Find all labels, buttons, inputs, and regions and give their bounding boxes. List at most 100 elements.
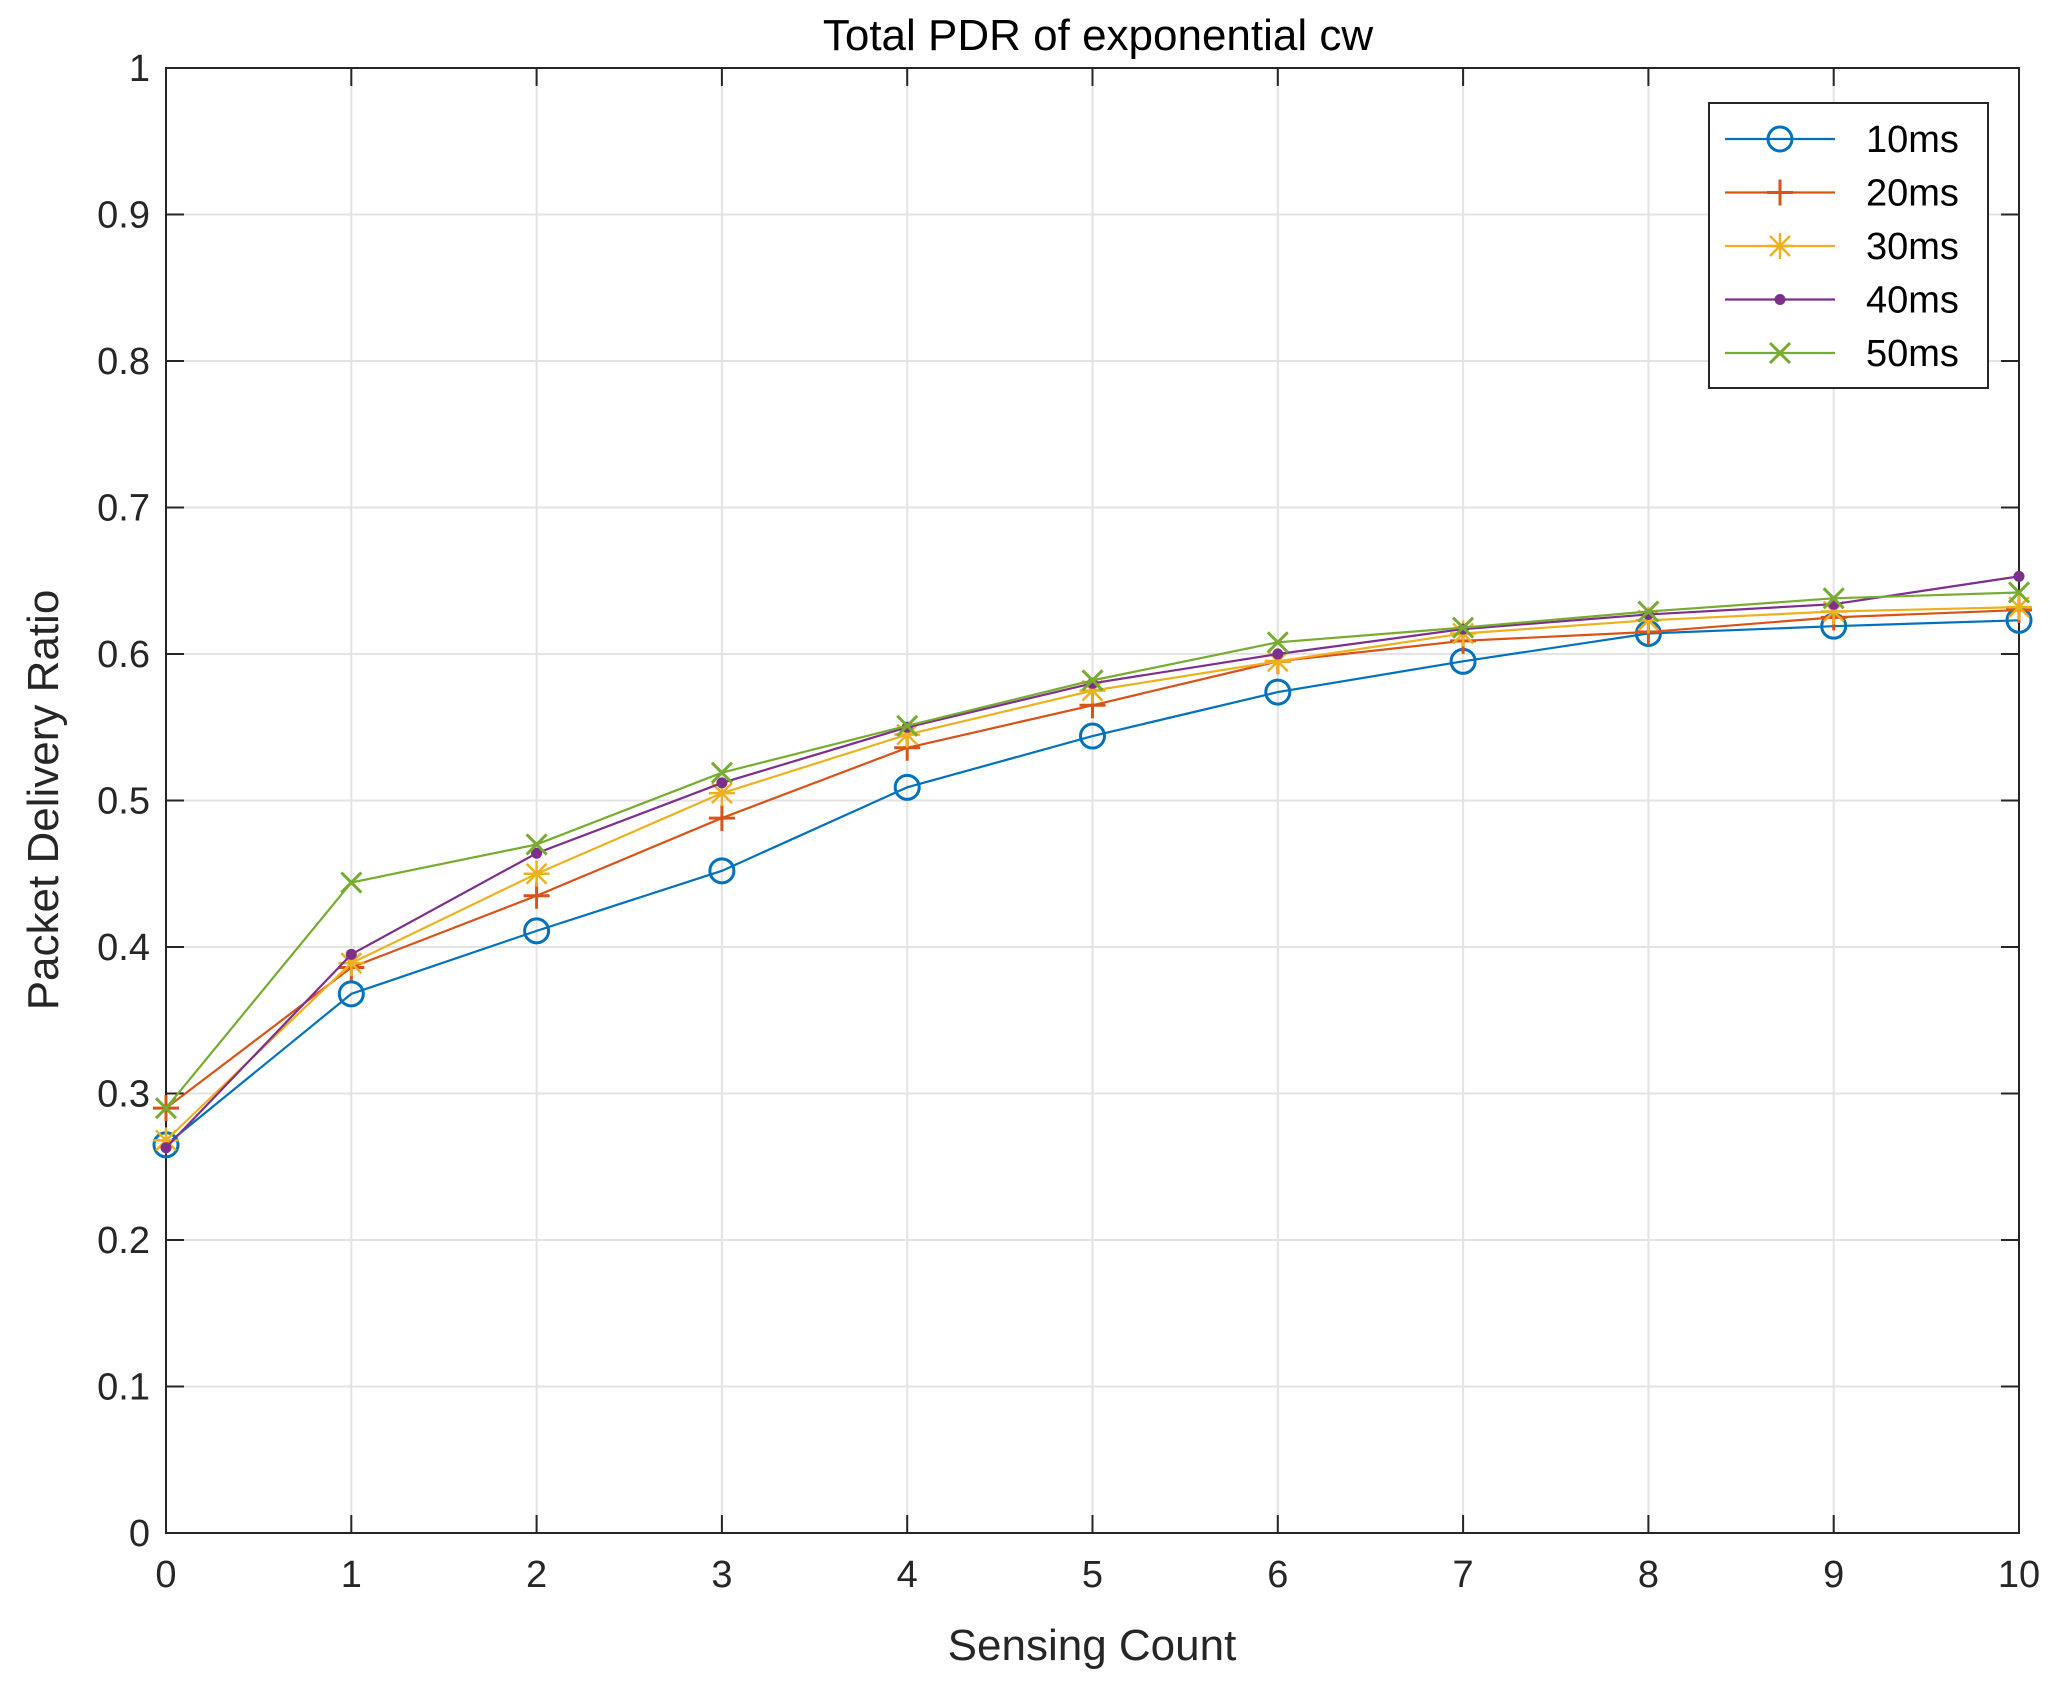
y-tick-label: 1: [129, 48, 150, 90]
data-point: [1452, 616, 1475, 639]
marker-star-d2: [711, 782, 733, 805]
data-point: [523, 882, 550, 909]
data-point: [1264, 678, 1292, 706]
x-tick-label: 2: [526, 1554, 547, 1596]
data-point: [523, 917, 551, 945]
legend-item-40ms: 40ms: [1725, 280, 1959, 322]
marker-x-d2: [1452, 616, 1475, 639]
data-point: [1081, 669, 1104, 692]
y-tick-label: 0.5: [97, 781, 150, 823]
data-point: [1266, 631, 1289, 654]
data-point: [340, 871, 363, 894]
series-line-10ms: [165, 619, 2020, 1146]
marker-dot: [1272, 648, 1284, 660]
y-tick-label: 0.1: [97, 1367, 150, 1409]
marker-x-d2: [525, 833, 548, 856]
data-point: [1272, 648, 1284, 660]
marker-x-d2: [1768, 341, 1792, 365]
y-tick-label: 0.6: [97, 634, 150, 676]
marker-x-d2: [340, 871, 363, 894]
legend-label: 40ms: [1866, 280, 1959, 322]
data-point: [893, 773, 921, 801]
y-axis-title: Packet Delivery Ratio: [19, 590, 68, 1011]
series-50ms: [154, 581, 2031, 1120]
marker-x-d2: [1266, 631, 1289, 654]
data-point: [2007, 581, 2031, 604]
legend-label: 20ms: [1866, 173, 1959, 215]
x-tick-label: 0: [155, 1554, 176, 1596]
y-tick-label: 0.8: [97, 341, 150, 383]
data-point: [345, 948, 357, 960]
legend-marker: [1766, 125, 1794, 153]
marker-circle: [708, 857, 736, 885]
data-point: [154, 1097, 178, 1120]
x-tick-label: 5: [1082, 1554, 1103, 1596]
chart-title: Total PDR of exponential cw: [823, 11, 1374, 60]
x-tick-label: 8: [1638, 1554, 1659, 1596]
data-point: [716, 777, 728, 789]
x-axis-title: Sensing Count: [948, 1621, 1237, 1670]
marker-x-d2: [1822, 587, 1845, 610]
marker-x-d2: [154, 1097, 178, 1120]
y-tick-label: 0.7: [97, 488, 150, 530]
marker-circle: [1766, 125, 1794, 153]
y-tick-label: 0: [129, 1513, 150, 1555]
axis-ticks: 0 1 2 3 4 5 6 7 8 9 10 0 0.1 0.2 0.3 0.4 0.5 0.6 0.7 0.8 0.9…: [97, 48, 2040, 1596]
legend-label: 50ms: [1866, 333, 1959, 375]
data-point: [896, 714, 919, 737]
data-point: [153, 1127, 179, 1154]
data-point: [2013, 570, 2025, 582]
data-point: [337, 980, 365, 1008]
x-tick-label: 7: [1453, 1554, 1474, 1596]
legend-item-30ms: 30ms: [1725, 226, 1959, 268]
data-point: [160, 1142, 172, 1154]
data-point: [708, 805, 735, 832]
series-10ms: [152, 606, 2033, 1159]
x-tick-label: 6: [1267, 1554, 1288, 1596]
data-point: [531, 847, 543, 859]
y-tick-label: 0.2: [97, 1220, 150, 1262]
marker-x-d2: [710, 761, 733, 784]
marker-star-d2: [525, 862, 548, 885]
marker-dot: [531, 847, 543, 859]
x-tick-label: 3: [711, 1554, 732, 1596]
data-point: [708, 857, 736, 885]
marker-circle: [1264, 678, 1292, 706]
legend-marker: [1768, 341, 1792, 365]
marker-star-d2: [340, 952, 363, 974]
data-point: [1822, 587, 1845, 610]
data-point: [1637, 600, 1660, 623]
legend-marker: [1767, 233, 1793, 259]
legend-marker: [1767, 179, 1793, 206]
marker-x-d2: [1637, 600, 1660, 623]
series-layer: [152, 570, 2033, 1159]
marker-dot: [160, 1142, 172, 1154]
legend-item-20ms: 20ms: [1725, 173, 1959, 215]
legend-item-10ms: 10ms: [1725, 119, 1959, 161]
marker-circle: [523, 917, 551, 945]
data-point: [525, 833, 548, 856]
marker-circle: [893, 773, 921, 801]
grid-lines: [166, 68, 2019, 1533]
x-tick-label: 1: [341, 1554, 362, 1596]
marker-circle: [337, 980, 365, 1008]
x-tick-label: 9: [1823, 1554, 1844, 1596]
y-tick-label: 0.4: [97, 927, 150, 969]
legend-label: 10ms: [1866, 119, 1959, 161]
data-point: [2006, 594, 2032, 621]
legend: 10ms 20ms 30ms 40ms 50ms: [1708, 102, 1989, 389]
legend-marker: [1774, 294, 1786, 305]
marker-star-d2: [155, 1129, 177, 1152]
marker-x-d2: [896, 714, 919, 737]
y-tick-label: 0.3: [97, 1074, 150, 1116]
data-point: [1079, 722, 1106, 750]
marker-dot: [716, 777, 728, 789]
marker-dot: [345, 948, 357, 960]
marker-star-d2: [896, 723, 919, 746]
marker-x-d2: [2007, 581, 2031, 604]
legend-label: 30ms: [1866, 226, 1959, 268]
series-30ms: [153, 594, 2032, 1154]
x-tick-label: 10: [1998, 1554, 2040, 1596]
y-tick-label: 0.9: [97, 195, 150, 237]
